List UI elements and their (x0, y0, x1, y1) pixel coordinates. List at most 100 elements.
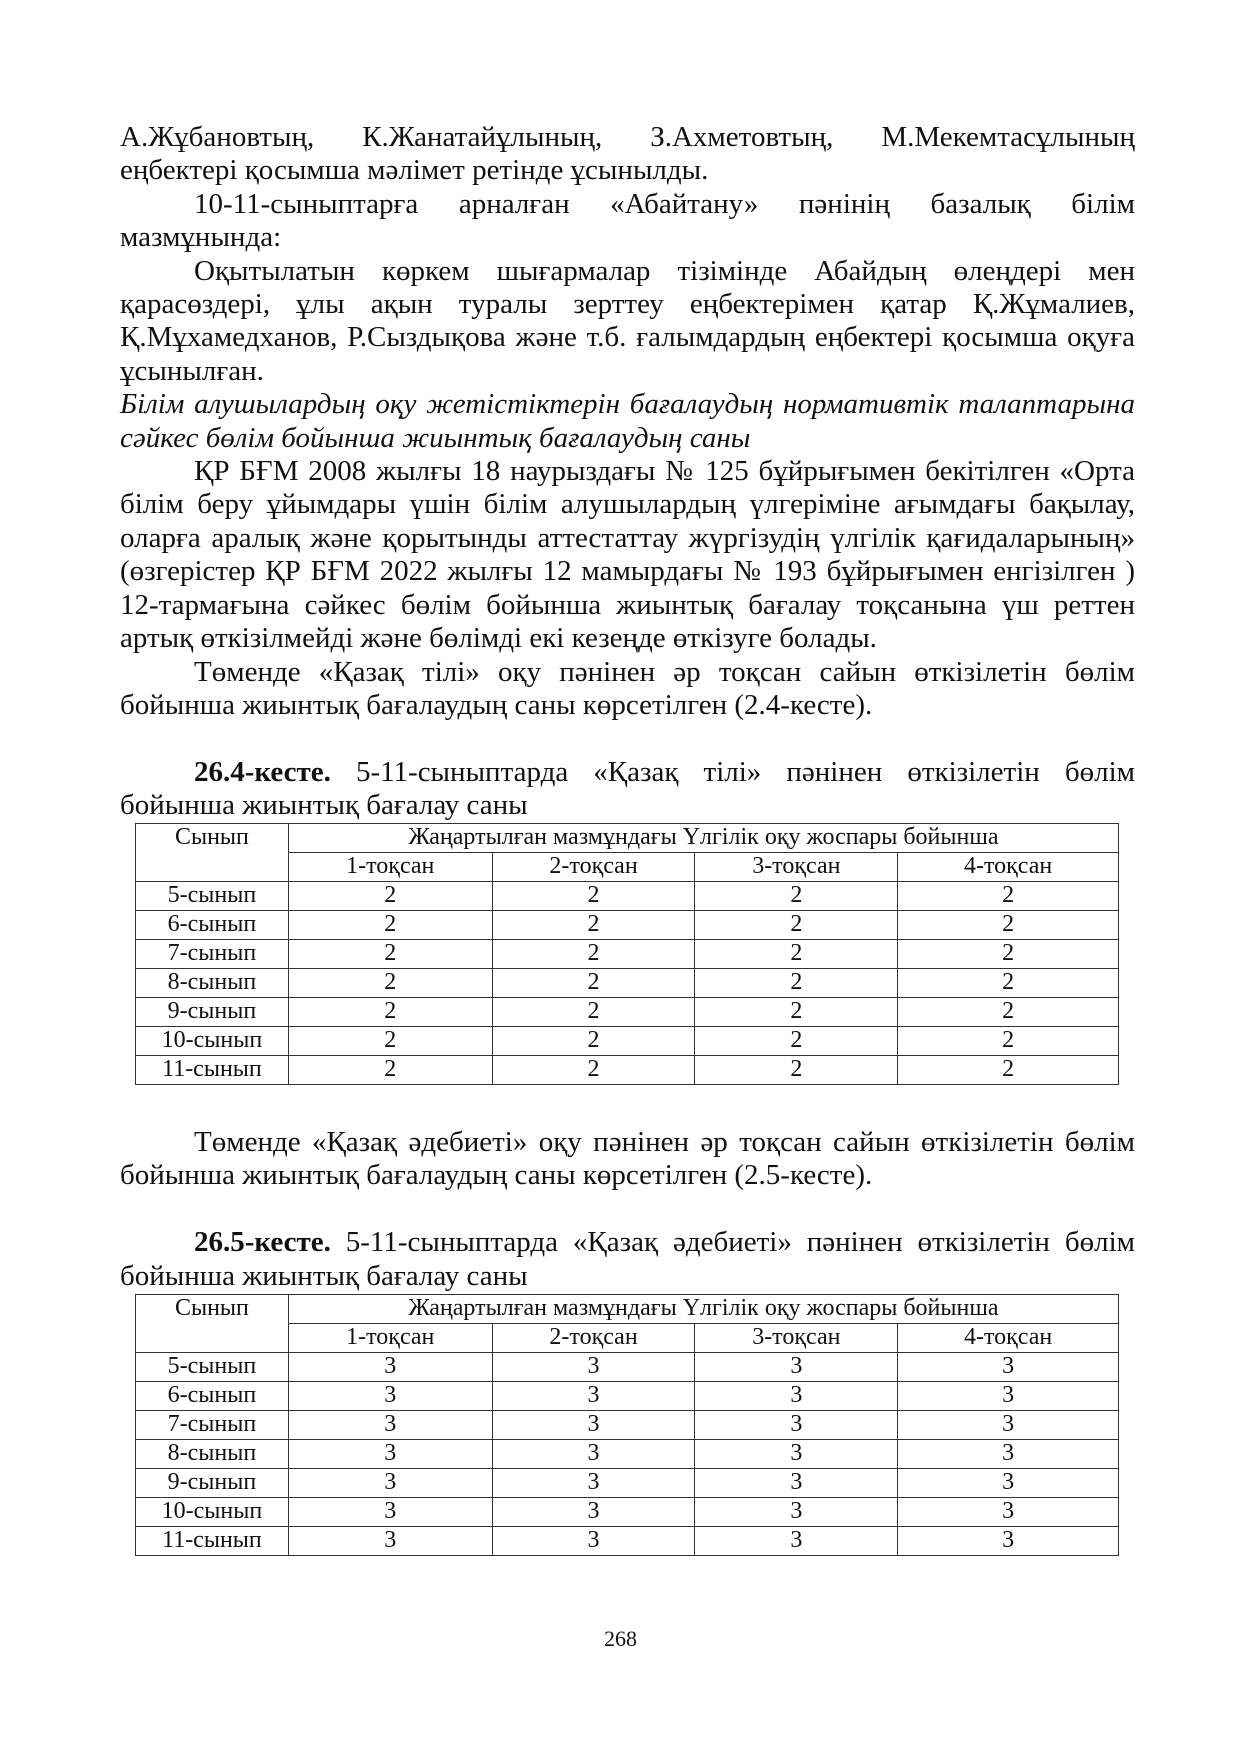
row-label: 10-сынып (135, 1026, 289, 1056)
header-row: 1-тоқсан 2-тоқсан 3-тоқсан 4-тоқсан (136, 852, 1119, 882)
cell-value: 3 (694, 1468, 899, 1498)
cell-value: 3 (897, 1410, 1119, 1440)
cell-value: 3 (694, 1352, 899, 1382)
cell-value: 3 (491, 1468, 696, 1498)
table-26-4: Сынып Жаңартылған мазмұндағы Үлгілік оқу … (135, 823, 1120, 1085)
row-label: 6-сынып (135, 910, 289, 940)
cell-value: 3 (694, 1410, 899, 1440)
cell-value: 2 (491, 881, 696, 911)
header-row: Сынып Жаңартылған мазмұндағы Үлгілік оқу … (135, 823, 1120, 882)
cell-value: 3 (287, 1352, 493, 1382)
table-row: 7-сынып 2 2 2 2 (135, 939, 1119, 969)
paragraph: ҚР БҒМ 2008 жылғы 18 наурыздағы № 125 бұ… (120, 455, 1135, 655)
cell-value: 2 (694, 939, 899, 969)
table-row: 11-сынып 2 2 2 2 (135, 1055, 1119, 1085)
class-column-header: Сынып (135, 1294, 289, 1353)
row-label: 6-сынып (135, 1381, 289, 1411)
cell-value: 3 (897, 1439, 1119, 1469)
quarter-header: 4-тоқсан (897, 852, 1119, 882)
quarter-header: 1-тоқсан (287, 1323, 493, 1353)
cell-value: 2 (287, 939, 493, 969)
row-label: 5-сынып (135, 881, 289, 911)
cell-value: 2 (491, 968, 696, 998)
cell-value: 3 (694, 1439, 899, 1469)
group-header: Жаңартылған мазмұндағы Үлгілік оқу жоспа… (287, 823, 1120, 853)
table-row: 11-сынып 3 3 3 3 (135, 1526, 1119, 1556)
class-column-header: Сынып (135, 823, 289, 882)
cell-value: 2 (491, 1055, 696, 1085)
row-label: 5-сынып (135, 1352, 289, 1382)
cell-value: 3 (287, 1381, 493, 1411)
section-heading: Білім алушылардың оқу жетістіктерін баға… (120, 388, 1135, 454)
table-number: 26.4-кесте. (194, 755, 331, 788)
cell-value: 2 (897, 881, 1119, 911)
cell-value: 3 (491, 1381, 696, 1411)
table-caption: 26.5-кесте. 5-11-сыныптарда «Қазақ әдеби… (120, 1226, 1135, 1293)
table-row: 7-сынып 3 3 3 3 (135, 1410, 1119, 1440)
paragraph: Төменде «Қазақ тілі» оқу пәнінен әр тоқс… (120, 655, 1135, 721)
cell-value: 2 (287, 910, 493, 940)
paragraph: Оқытылатын көркем шығармалар тізімінде А… (120, 254, 1135, 387)
row-label: 11-сынып (135, 1526, 289, 1556)
cell-value: 3 (897, 1381, 1119, 1411)
quarter-header: 2-тоқсан (491, 852, 696, 882)
table-row: 9-сынып 2 2 2 2 (135, 997, 1119, 1027)
cell-value: 3 (287, 1468, 493, 1498)
page-number: 268 (604, 1626, 637, 1651)
table-26-5: Сынып Жаңартылған мазмұндағы Үлгілік оқу … (135, 1294, 1120, 1556)
row-label: 8-сынып (135, 1439, 289, 1469)
row-label: 10-сынып (135, 1497, 289, 1527)
cell-value: 2 (491, 939, 696, 969)
cell-value: 3 (491, 1410, 696, 1440)
row-label: 9-сынып (135, 997, 289, 1027)
table-row: 6-сынып 3 3 3 3 (135, 1381, 1119, 1411)
quarter-header: 4-тоқсан (897, 1323, 1119, 1353)
cell-value: 2 (491, 1026, 696, 1056)
cell-value: 3 (491, 1526, 696, 1556)
cell-value: 2 (694, 910, 899, 940)
cell-value: 3 (287, 1410, 493, 1440)
cell-value: 2 (897, 1055, 1119, 1085)
quarter-header: 3-тоқсан (694, 1323, 899, 1353)
table-title: 5-11-сыныптарда «Қазақ тілі» пәнінен өтк… (120, 755, 1135, 822)
cell-value: 3 (491, 1497, 696, 1527)
cell-value: 3 (287, 1526, 493, 1556)
cell-value: 2 (897, 1026, 1119, 1056)
table-row: 6-сынып 2 2 2 2 (135, 910, 1119, 940)
body-text-section-1: А.Жұбановтың, К.Жанатайұлының, З.Ахметов… (120, 121, 1135, 823)
cell-value: 2 (694, 881, 899, 911)
cell-value: 2 (491, 997, 696, 1027)
cell-value: 2 (897, 939, 1119, 969)
cell-value: 2 (287, 1055, 493, 1085)
row-label: 8-сынып (135, 968, 289, 998)
table-row: 8-сынып 2 2 2 2 (135, 968, 1119, 998)
quarter-header: 3-тоқсан (694, 852, 899, 882)
quarter-header: 2-тоқсан (491, 1323, 696, 1353)
cell-value: 2 (694, 968, 899, 998)
paragraph: Төменде «Қазақ әдебиеті» оқу пәнінен әр … (120, 1126, 1135, 1192)
header-row: Сынып Жаңартылған мазмұндағы Үлгілік оқу … (135, 1294, 1120, 1353)
cell-value: 2 (897, 910, 1119, 940)
cell-value: 2 (897, 997, 1119, 1027)
cell-value: 3 (694, 1381, 899, 1411)
cell-value: 2 (491, 910, 696, 940)
group-header: Жаңартылған мазмұндағы Үлгілік оқу жоспа… (287, 1294, 1120, 1324)
cell-value: 2 (287, 968, 493, 998)
cell-value: 3 (897, 1497, 1119, 1527)
cell-value: 2 (694, 997, 899, 1027)
cell-value: 3 (491, 1352, 696, 1382)
table-caption: 26.4-кесте. 5-11-сыныптарда «Қазақ тілі»… (120, 756, 1135, 823)
row-label: 9-сынып (135, 1468, 289, 1498)
table-row: 8-сынып 3 3 3 3 (135, 1439, 1119, 1469)
paragraph: А.Жұбановтың, К.Жанатайұлының, З.Ахметов… (120, 121, 1135, 187)
paragraph: 10-11-сыныптарға арналған «Абайтану» пән… (120, 187, 1135, 254)
cell-value: 3 (897, 1468, 1119, 1498)
table-title: 5-11-сыныптарда «Қазақ әдебиеті» пәнінен… (120, 1226, 1135, 1292)
cell-value: 2 (694, 1026, 899, 1056)
row-label: 7-сынып (135, 1410, 289, 1440)
row-label: 11-сынып (135, 1055, 289, 1085)
spacer (120, 722, 1135, 755)
cell-value: 2 (694, 1055, 899, 1085)
cell-value: 3 (491, 1439, 696, 1469)
cell-value: 2 (287, 997, 493, 1027)
